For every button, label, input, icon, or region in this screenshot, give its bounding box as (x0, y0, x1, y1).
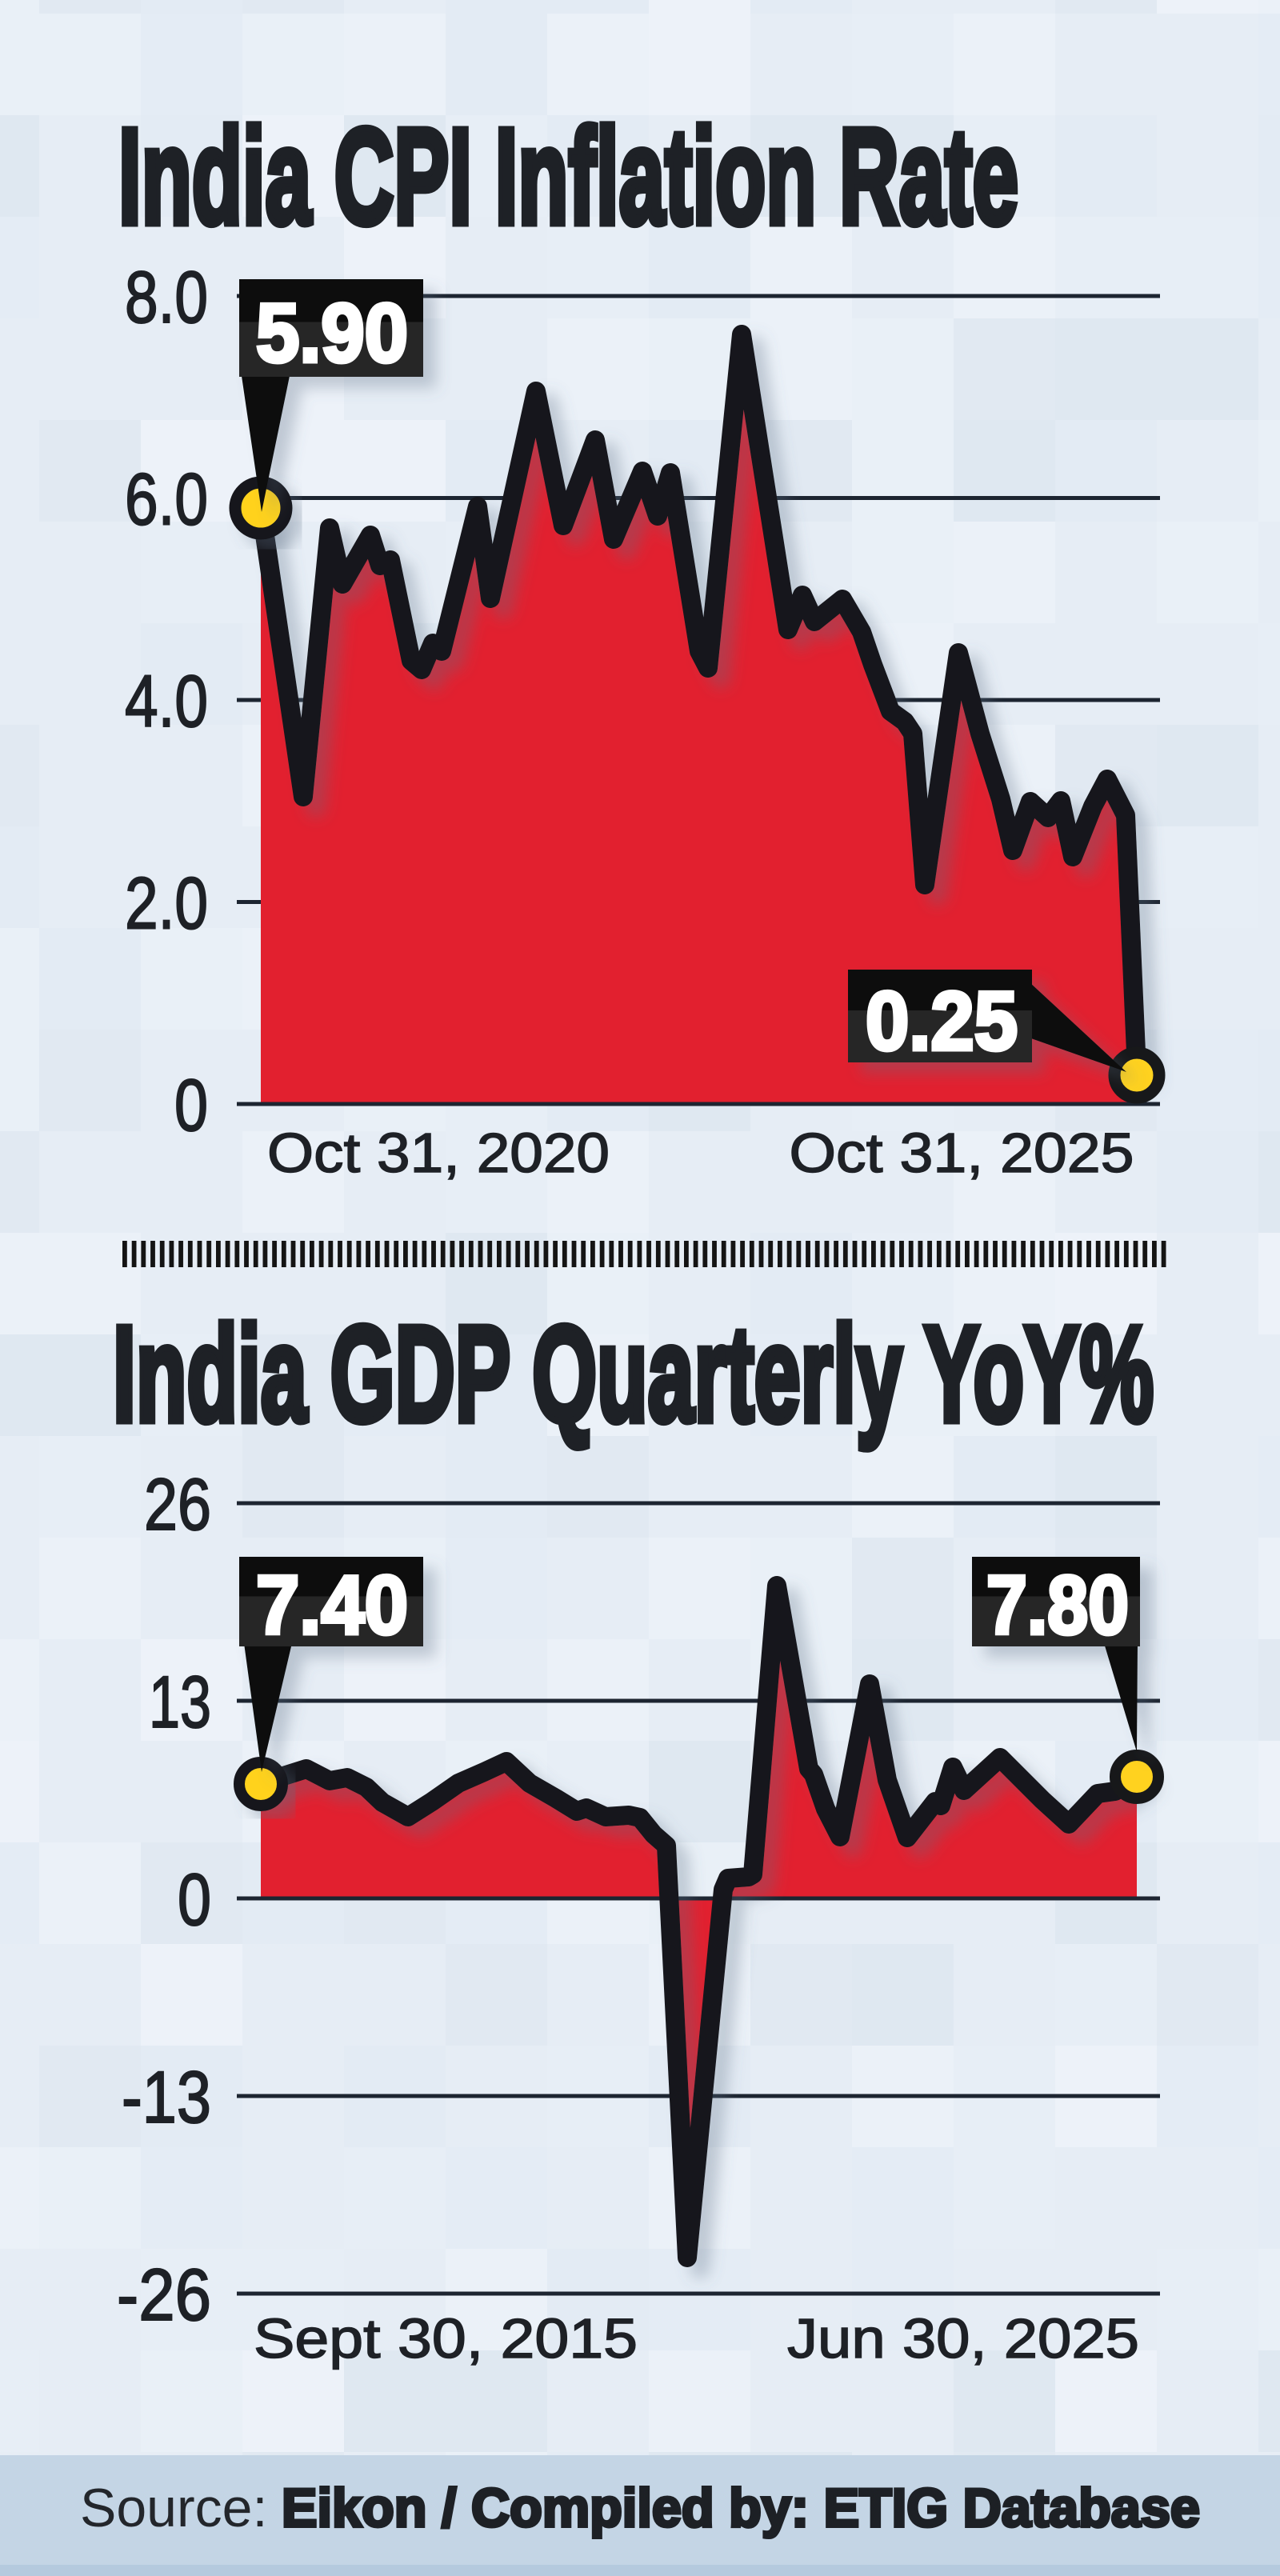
svg-text:26: 26 (144, 1464, 211, 1546)
svg-text:0.25: 0.25 (866, 975, 1018, 1068)
svg-text:-13: -13 (122, 2057, 211, 2138)
svg-text:2.0: 2.0 (125, 863, 208, 945)
svg-text:Jun 30, 2025: Jun 30, 2025 (787, 2307, 1139, 2370)
svg-text:13: 13 (149, 1662, 211, 1743)
svg-text:India CPI Inflation Rate: India CPI Inflation Rate (118, 101, 1018, 253)
svg-text:Sept 30, 2015: Sept 30, 2015 (254, 2307, 638, 2370)
svg-text:Eikon / Compiled by: ETIG Data: Eikon / Compiled by: ETIG Database (282, 2478, 1200, 2538)
svg-text:5.90: 5.90 (256, 287, 408, 380)
svg-text:0: 0 (174, 1065, 208, 1146)
svg-text:Source:: Source: (80, 2478, 267, 2538)
svg-text:7.80: 7.80 (986, 1559, 1129, 1652)
svg-text:Oct 31, 2020: Oct 31, 2020 (267, 1122, 610, 1184)
svg-text:India GDP Quarterly YoY%: India GDP Quarterly YoY% (113, 1298, 1154, 1450)
svg-text:6.0: 6.0 (125, 459, 208, 541)
svg-text:7.40: 7.40 (256, 1559, 408, 1652)
svg-text:Oct 31, 2025: Oct 31, 2025 (790, 1122, 1134, 1184)
svg-text:4.0: 4.0 (125, 661, 208, 742)
svg-text:8.0: 8.0 (125, 257, 208, 338)
svg-text:-26: -26 (117, 2254, 211, 2336)
svg-text:0: 0 (178, 1859, 211, 1941)
